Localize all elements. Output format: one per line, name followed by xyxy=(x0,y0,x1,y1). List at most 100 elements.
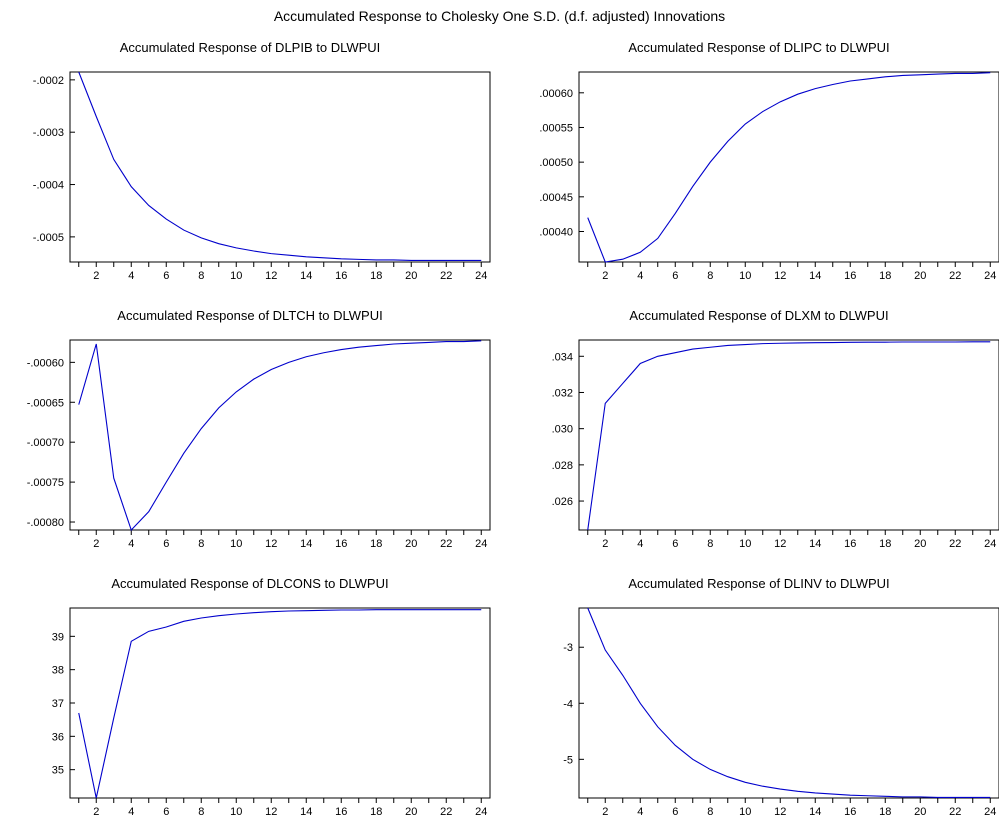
y-tick-label: .00045 xyxy=(539,192,573,204)
chart-title: Accumulated Response of DLIPC to DLWPUI xyxy=(628,40,889,55)
y-tick-label: 36 xyxy=(52,731,64,743)
x-tick-label: 10 xyxy=(230,538,242,550)
chart-svg: Accumulated Response of DLCONS to DLWPUI… xyxy=(0,570,490,830)
x-tick-label: 16 xyxy=(335,538,347,550)
x-tick-label: 20 xyxy=(405,270,417,282)
x-tick-label: 2 xyxy=(602,806,608,818)
x-tick-label: 10 xyxy=(230,806,242,818)
x-tick-label: 4 xyxy=(637,538,643,550)
y-tick-label: -.0003 xyxy=(33,127,64,139)
y-tick-label: .028 xyxy=(552,460,573,472)
x-tick-label: 12 xyxy=(774,538,786,550)
x-tick-label: 8 xyxy=(707,270,713,282)
series-line xyxy=(79,72,482,260)
y-tick-label: 39 xyxy=(52,631,64,643)
chart-svg: Accumulated Response of DLIPC to DLWPUI.… xyxy=(509,34,999,294)
x-tick-label: 4 xyxy=(128,270,134,282)
series-line xyxy=(588,342,991,530)
x-tick-label: 2 xyxy=(93,538,99,550)
x-tick-label: 4 xyxy=(637,270,643,282)
x-tick-label: 6 xyxy=(163,270,169,282)
plot-frame xyxy=(70,340,490,530)
x-tick-label: 4 xyxy=(128,806,134,818)
y-tick-label: -5 xyxy=(563,754,573,766)
y-tick-label: .00060 xyxy=(539,88,573,100)
x-tick-label: 16 xyxy=(844,806,856,818)
x-tick-label: 22 xyxy=(949,270,961,282)
x-tick-label: 4 xyxy=(128,538,134,550)
x-tick-label: 20 xyxy=(914,538,926,550)
x-tick-label: 8 xyxy=(707,806,713,818)
chart-title: Accumulated Response of DLPIB to DLWPUI xyxy=(120,40,381,55)
x-tick-label: 16 xyxy=(844,538,856,550)
chart-title: Accumulated Response of DLINV to DLWPUI xyxy=(628,576,889,591)
x-tick-label: 6 xyxy=(672,270,678,282)
y-tick-label: .00055 xyxy=(539,122,573,134)
y-tick-label: .034 xyxy=(552,351,573,363)
x-tick-label: 18 xyxy=(370,270,382,282)
y-tick-label: -.00080 xyxy=(27,517,64,529)
x-tick-label: 24 xyxy=(984,538,996,550)
x-tick-label: 12 xyxy=(265,806,277,818)
x-tick-label: 22 xyxy=(440,270,452,282)
chart-panel-dltch: Accumulated Response of DLTCH to DLWPUI-… xyxy=(0,302,490,562)
plot-frame xyxy=(579,72,999,262)
chart-title: Accumulated Response of DLCONS to DLWPUI xyxy=(111,576,388,591)
x-tick-label: 2 xyxy=(602,538,608,550)
figure-title: Accumulated Response to Cholesky One S.D… xyxy=(0,8,999,24)
x-tick-label: 10 xyxy=(739,806,751,818)
y-tick-label: -.0005 xyxy=(33,232,64,244)
x-tick-label: 24 xyxy=(984,806,996,818)
x-tick-label: 8 xyxy=(198,270,204,282)
x-tick-label: 12 xyxy=(774,270,786,282)
x-tick-label: 10 xyxy=(230,270,242,282)
chart-panel-dlinv: Accumulated Response of DLINV to DLWPUI -… xyxy=(509,570,999,830)
x-tick-label: 22 xyxy=(440,538,452,550)
x-tick-label: 12 xyxy=(265,538,277,550)
y-tick-label: -.00060 xyxy=(27,357,64,369)
x-tick-label: 2 xyxy=(93,806,99,818)
x-tick-label: 2 xyxy=(93,270,99,282)
series-line xyxy=(588,608,991,797)
chart-svg: Accumulated Response of DLPIB to DLWPUI -… xyxy=(0,34,490,294)
x-tick-label: 18 xyxy=(879,806,891,818)
y-tick-label: .00050 xyxy=(539,157,573,169)
plot-frame xyxy=(579,608,999,798)
x-tick-label: 14 xyxy=(809,806,821,818)
x-tick-label: 18 xyxy=(370,538,382,550)
x-tick-label: 10 xyxy=(739,538,751,550)
plot-frame xyxy=(70,72,490,262)
x-tick-label: 16 xyxy=(335,806,347,818)
x-tick-label: 6 xyxy=(672,806,678,818)
chart-svg: Accumulated Response of DLTCH to DLWPUI-… xyxy=(0,302,490,562)
series-line xyxy=(588,73,991,262)
chart-svg: Accumulated Response of DLXM to DLWPUI .0… xyxy=(509,302,999,562)
y-tick-label: -.0004 xyxy=(33,180,64,192)
x-tick-label: 14 xyxy=(809,270,821,282)
chart-panel-dlpib: Accumulated Response of DLPIB to DLWPUI -… xyxy=(0,34,490,294)
x-tick-label: 20 xyxy=(914,270,926,282)
x-tick-label: 6 xyxy=(672,538,678,550)
series-line xyxy=(79,610,482,798)
x-tick-label: 8 xyxy=(198,806,204,818)
chart-panel-dlxm: Accumulated Response of DLXM to DLWPUI .0… xyxy=(509,302,999,562)
x-tick-label: 6 xyxy=(163,806,169,818)
x-tick-label: 14 xyxy=(300,806,312,818)
x-tick-label: 14 xyxy=(809,538,821,550)
y-tick-label: -.00075 xyxy=(27,477,64,489)
y-tick-label: 37 xyxy=(52,698,64,710)
y-tick-label: .032 xyxy=(552,387,573,399)
x-tick-label: 16 xyxy=(844,270,856,282)
y-tick-label: .00040 xyxy=(539,226,573,238)
chart-svg: Accumulated Response of DLINV to DLWPUI -… xyxy=(509,570,999,830)
x-tick-label: 2 xyxy=(602,270,608,282)
x-tick-label: 24 xyxy=(475,538,487,550)
x-tick-label: 20 xyxy=(405,806,417,818)
y-tick-label: 35 xyxy=(52,765,64,777)
x-tick-label: 14 xyxy=(300,270,312,282)
chart-title: Accumulated Response of DLXM to DLWPUI xyxy=(629,308,888,323)
x-tick-label: 18 xyxy=(879,538,891,550)
y-tick-label: -.00070 xyxy=(27,437,64,449)
x-tick-label: 18 xyxy=(370,806,382,818)
x-tick-label: 10 xyxy=(739,270,751,282)
